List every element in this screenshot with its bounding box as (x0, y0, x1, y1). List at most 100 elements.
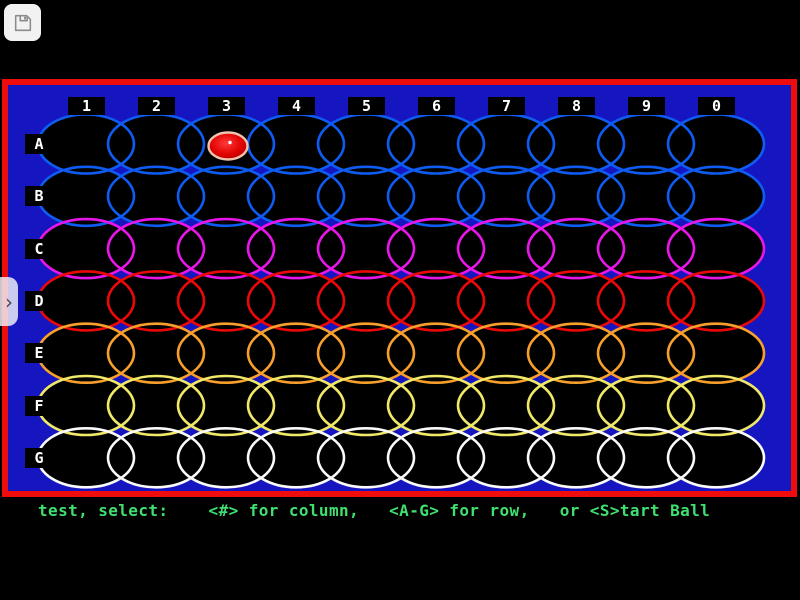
grid-cell-fill-B2 (108, 166, 204, 226)
row-label-D: D (25, 290, 53, 311)
grid-cell-fill-E4 (248, 323, 344, 383)
column-header-0: 0 (698, 97, 735, 115)
ball-body (207, 131, 249, 161)
grid-cell-C3 (176, 217, 276, 280)
grid-cell-fill-A8 (528, 114, 624, 174)
grid-cell-fill-A4 (248, 114, 344, 174)
grid-cell-fill-C5 (318, 219, 414, 279)
grid-cell-D5 (316, 270, 416, 332)
grid-cell-fill-F0 (668, 376, 764, 435)
grid-cell-fill-D0 (668, 271, 764, 331)
grid-cell-B7 (456, 165, 556, 228)
chevron-right-icon: › (5, 289, 13, 314)
grid-cell-B5 (316, 165, 416, 228)
status-bar-text: test, select: <#> for column, <A-G> for … (38, 501, 711, 520)
grid-cell-fill-C7 (458, 219, 554, 279)
grid-cell-fill-B1 (38, 166, 134, 226)
grid-cell-fill-G2 (108, 428, 204, 488)
grid-cell-fill-D7 (458, 271, 554, 331)
grid-cell-fill-G7 (458, 428, 554, 488)
grid-cell-fill-G1 (38, 428, 134, 488)
grid-cell-fill-G0 (668, 428, 764, 488)
column-header-1: 1 (68, 97, 105, 115)
grid-cell-fill-C6 (388, 219, 484, 279)
grid-cell-C2 (106, 217, 206, 280)
grid-cell-fill-G4 (248, 428, 344, 488)
grid-cell-D7 (456, 270, 556, 332)
row-label-G: G (25, 447, 53, 468)
grid-cell-C6 (386, 217, 486, 280)
grid-cell-fill-A6 (388, 114, 484, 174)
ball (207, 131, 249, 161)
grid-cell-fill-F4 (248, 376, 344, 435)
grid-cell-fill-B3 (178, 166, 274, 226)
grid-cell-F5 (316, 374, 416, 437)
grid-cell-fill-D2 (108, 271, 204, 331)
grid-cell-D3 (176, 270, 276, 332)
grid-cell-G3 (176, 426, 276, 489)
grid-cell-fill-E2 (108, 323, 204, 383)
grid-cell-E0 (666, 322, 766, 385)
grid-cell-fill-F1 (38, 376, 134, 435)
grid-cell-fill-A9 (598, 114, 694, 174)
grid-cell-fill-C1 (38, 219, 134, 279)
grid-cell-fill-G8 (528, 428, 624, 488)
grid-cell-C9 (596, 217, 696, 280)
grid-cell-F8 (526, 374, 626, 437)
grid-cell-E4 (246, 322, 346, 385)
grid-cell-fill-F7 (458, 376, 554, 435)
grid-cell-fill-D1 (38, 271, 134, 331)
grid-cell-fill-A5 (318, 114, 414, 174)
drawer-handle[interactable]: › (0, 277, 18, 326)
grid-cell-fill-E8 (528, 323, 624, 383)
grid-cell-fill-A1 (38, 114, 134, 174)
grid-cell-F6 (386, 374, 486, 437)
grid-cell-F0 (666, 374, 766, 437)
grid-cell-outlines (36, 113, 766, 489)
grid-cell-D9 (596, 270, 696, 332)
grid-cell-fill-D5 (318, 271, 414, 331)
grid-cell-fill-D6 (388, 271, 484, 331)
grid-cell-G6 (386, 426, 486, 489)
grid-cell-B8 (526, 165, 626, 228)
grid-cell-fill-C4 (248, 219, 344, 279)
grid-cell-fill-B8 (528, 166, 624, 226)
grid-cell-fill-B7 (458, 166, 554, 226)
grid-cell-fill-D9 (598, 271, 694, 331)
grid-cell-fill-C3 (178, 219, 274, 279)
grid-cell-B2 (106, 165, 206, 228)
grid-cell-fill-G6 (388, 428, 484, 488)
game-screen[interactable]: 1 2 3 4 5 6 7 8 9 0 A B C D E F G (2, 79, 797, 497)
grid-cell-E6 (386, 322, 486, 385)
status-bar: test, select: <#> for column, <A-G> for … (0, 501, 800, 521)
grid-cell-fill-A0 (668, 114, 764, 174)
grid-cell-fill-E9 (598, 323, 694, 383)
grid-cell-F2 (106, 374, 206, 437)
grid-cell-E2 (106, 322, 206, 385)
grid-cell-G4 (246, 426, 346, 489)
floppy-disk-icon (14, 14, 31, 31)
column-header-6: 6 (418, 97, 455, 115)
grid-cell-D4 (246, 270, 346, 332)
column-header-3: 3 (208, 97, 245, 115)
ball-highlight-dot (228, 140, 232, 145)
grid-cell-G2 (106, 426, 206, 489)
grid-cell-fill-F5 (318, 376, 414, 435)
grid-cell-C5 (316, 217, 416, 280)
grid-cell-C8 (526, 217, 626, 280)
grid-cell-fill-B9 (598, 166, 694, 226)
grid-cell-fill-A7 (458, 114, 554, 174)
grid-cell-fill-C8 (528, 219, 624, 279)
grid-cell-D8 (526, 270, 626, 332)
column-header-5: 5 (348, 97, 385, 115)
grid-cell-fill-F6 (388, 376, 484, 435)
save-button[interactable] (4, 4, 41, 41)
grid-cell-fill-C0 (668, 219, 764, 279)
grid-cell-fill-C9 (598, 219, 694, 279)
row-label-F: F (25, 395, 53, 416)
grid-cell-fill-B5 (318, 166, 414, 226)
grid-cell-fill-G5 (318, 428, 414, 488)
grid-cell-F9 (596, 374, 696, 437)
grid-cell-G7 (456, 426, 556, 489)
grid-cell-fill-E5 (318, 323, 414, 383)
